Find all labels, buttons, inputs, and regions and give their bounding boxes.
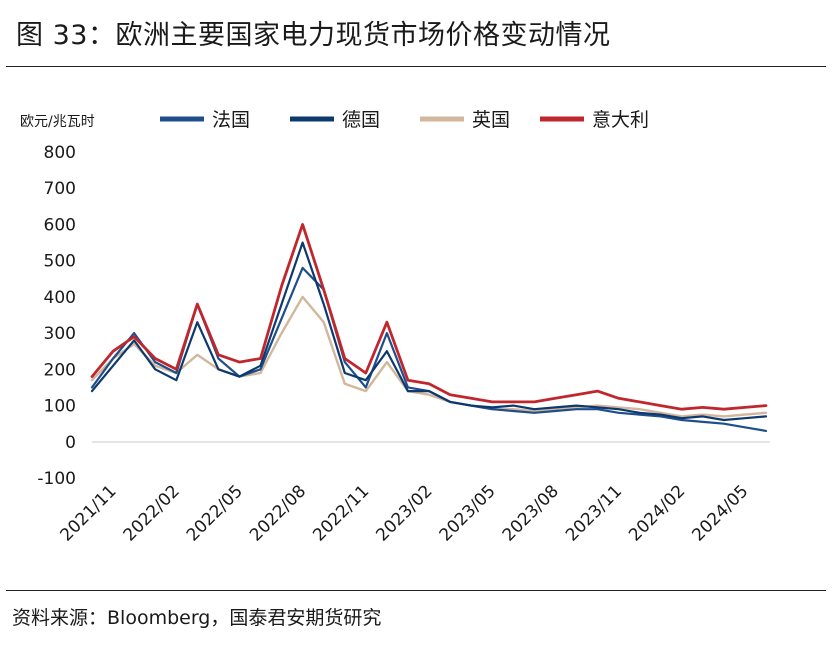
legend-label: 意大利 <box>592 109 649 131</box>
y-tick-label: -100 <box>37 469 76 489</box>
y-tick-label: 600 <box>44 215 76 235</box>
x-tick-label: 2023/11 <box>562 481 626 545</box>
series-line <box>90 241 768 422</box>
y-tick-label: 200 <box>44 360 76 380</box>
x-tick-label: 2021/11 <box>57 481 121 545</box>
x-tick-label: 2022/05 <box>183 481 247 545</box>
title-rule <box>6 66 826 67</box>
legend-label: 英国 <box>472 109 510 131</box>
series-line <box>90 223 768 411</box>
legend-label: 法国 <box>212 109 250 131</box>
x-tick-label: 2023/08 <box>499 481 563 545</box>
y-axis-ticks: -100 0 100 200 300 400 500 600 700 800 <box>37 143 76 489</box>
series-lines <box>90 223 768 432</box>
figure-title: 图 33：欧洲主要国家电力现货市场价格变动情况 <box>16 20 611 51</box>
series-line <box>90 295 768 418</box>
price-line-chart: 欧元/兆瓦时 法国 德国 英国 意大利 -100 0 100 200 300 400 500 600… <box>20 109 770 545</box>
x-tick-label: 2023/02 <box>372 481 436 545</box>
x-axis-ticks: 2021/11 2022/02 2022/05 2022/08 2022/11 2023/… <box>57 481 753 545</box>
x-tick-label: 2022/11 <box>309 481 373 545</box>
y-tick-label: 700 <box>44 179 76 199</box>
x-tick-label: 2023/05 <box>436 481 500 545</box>
y-tick-label: 800 <box>44 143 76 163</box>
y-tick-label: 300 <box>44 324 76 344</box>
x-tick-label: 2024/05 <box>688 481 752 545</box>
x-tick-label: 2024/02 <box>625 481 689 545</box>
source-note: 资料来源：Bloomberg，国泰君安期货研究 <box>12 607 382 629</box>
y-tick-label: 100 <box>44 397 76 417</box>
y-tick-label: 400 <box>44 288 76 308</box>
source-rule <box>6 590 826 591</box>
y-tick-label: 500 <box>44 252 76 272</box>
legend-label: 德国 <box>342 109 380 131</box>
y-tick-label: 0 <box>65 433 76 453</box>
y-axis-unit: 欧元/兆瓦时 <box>20 114 95 130</box>
x-tick-label: 2022/08 <box>246 481 310 545</box>
legend: 法国 德国 英国 意大利 <box>160 109 649 131</box>
x-tick-label: 2022/02 <box>120 481 184 545</box>
